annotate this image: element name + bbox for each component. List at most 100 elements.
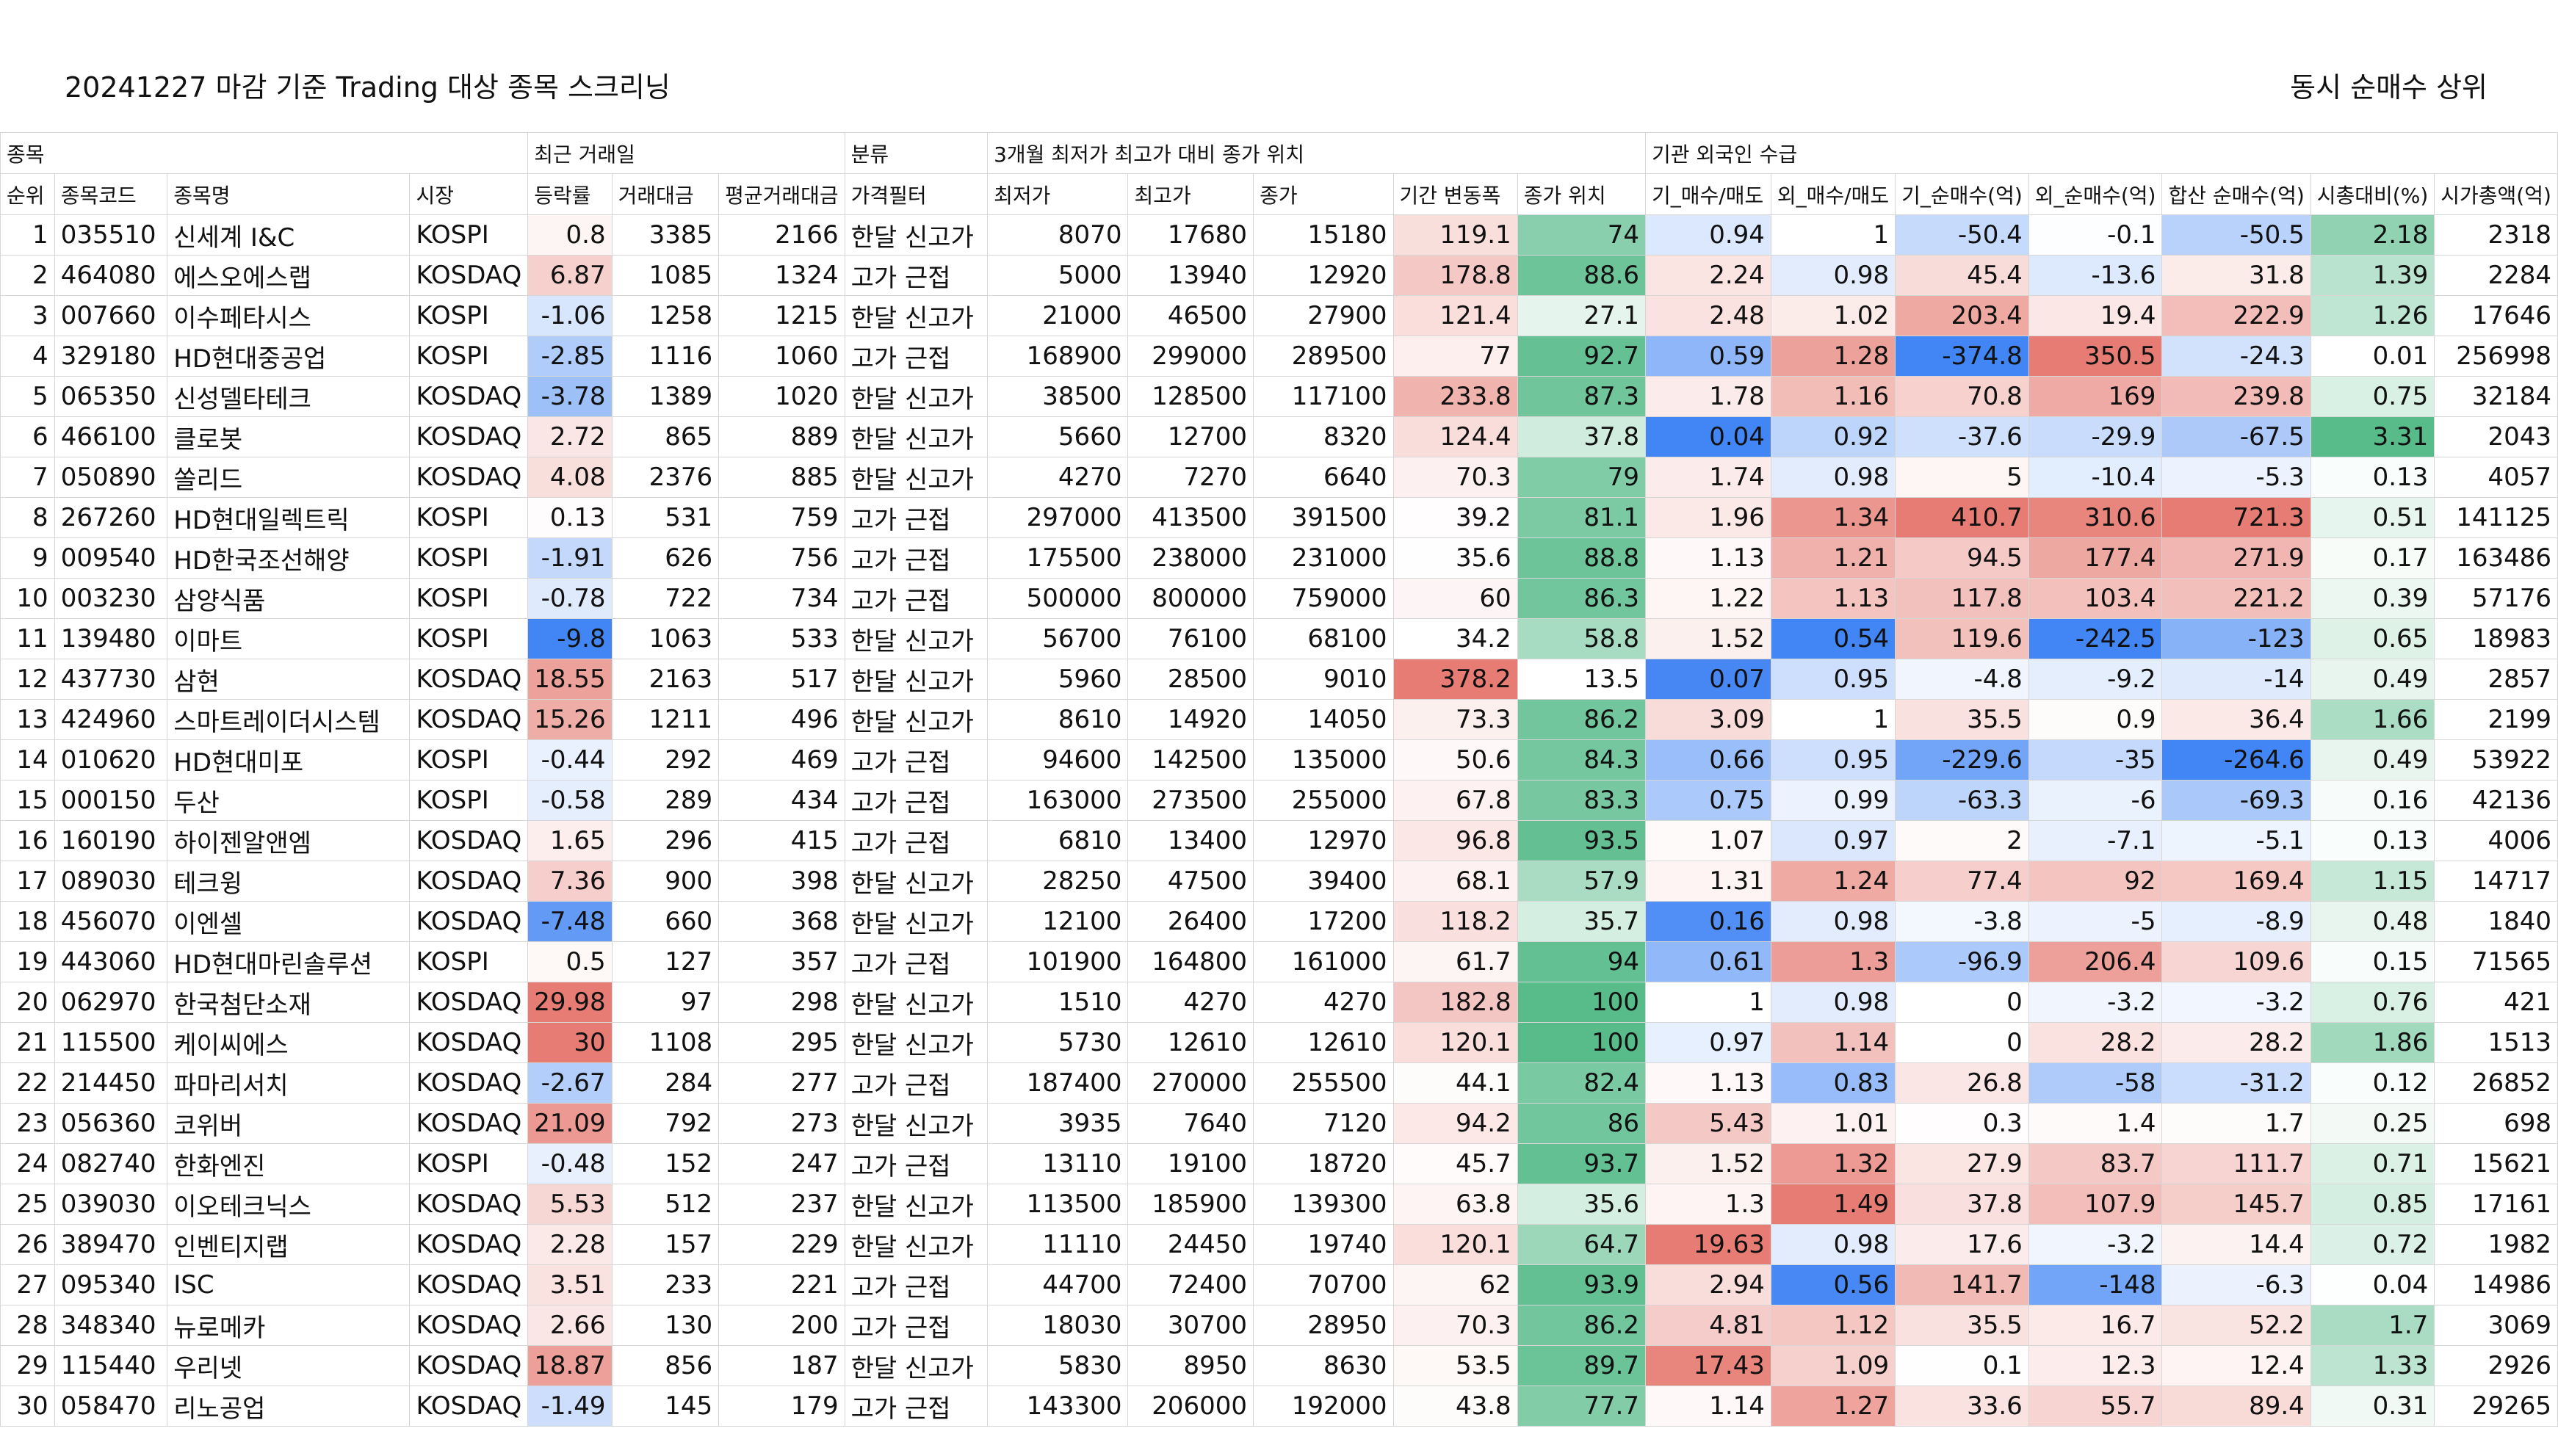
cell-합산 순매수(억): -67.5: [2161, 416, 2311, 457]
cell-종목코드: 267260: [54, 497, 168, 538]
cell-기_매수/매도: 1.52: [1645, 1143, 1771, 1184]
cell-기간 변동폭: 77: [1392, 336, 1518, 377]
cell-종목코드: 056360: [54, 1103, 168, 1144]
cell-종목코드: 389470: [54, 1224, 168, 1265]
cell-가격필터: 한달 신고가: [844, 699, 989, 740]
column-header-10: 종가: [1253, 173, 1394, 215]
cell-시가총액(억): 26852: [2434, 1062, 2558, 1104]
cell-기간 변동폭: 60: [1392, 578, 1518, 619]
cell-거래대금: 900: [611, 861, 720, 902]
cell-외_매수/매도: 1.21: [1770, 537, 1896, 579]
cell-종가 위치: 64.7: [1517, 1224, 1647, 1265]
cell-기_매수/매도: 1.14: [1645, 1386, 1771, 1427]
cell-기간 변동폭: 70.3: [1392, 1305, 1518, 1346]
cell-외_매수/매도: 1.16: [1770, 376, 1896, 417]
cell-거래대금: 1389: [611, 376, 720, 417]
cell-거래대금: 1085: [611, 255, 720, 296]
cell-종가 위치: 58.8: [1517, 618, 1647, 659]
table-row: 7 050890 쏠리드 KOSDAQ 4.08 2376 885 한달 신고가 4270 727…: [0, 457, 2558, 498]
cell-기_매수/매도: 2.94: [1645, 1264, 1771, 1305]
cell-합산 순매수(억): 28.2: [2161, 1022, 2311, 1063]
cell-거래대금: 152: [611, 1143, 720, 1184]
table-row: 2 464080 에스오에스랩 KOSDAQ 6.87 1085 1324 고가 근접 5000…: [0, 255, 2558, 296]
cell-시총대비(%): 0.04: [2310, 1264, 2435, 1305]
cell-평균거래대금: 759: [718, 497, 845, 538]
cell-시장: KOSPI: [409, 295, 529, 336]
cell-평균거래대금: 1020: [718, 376, 845, 417]
cell-시총대비(%): 0.39: [2310, 578, 2435, 619]
cell-등락률: 5.53: [527, 1184, 613, 1225]
table-row: 9 009540 HD한국조선해양 KOSPI -1.91 626 756 고가 근접 1755…: [0, 537, 2558, 579]
cell-외_순매수(억): 206.4: [2028, 941, 2163, 982]
cell-거래대금: 233: [611, 1264, 720, 1305]
cell-시가총액(억): 4057: [2434, 457, 2558, 498]
cell-가격필터: 한달 신고가: [844, 861, 989, 902]
cell-합산 순매수(억): 721.3: [2161, 497, 2311, 538]
table-row: 13 424960 스마트레이더시스템 KOSDAQ 15.26 1211 496 한달 신고…: [0, 699, 2558, 740]
cell-평균거래대금: 295: [718, 1022, 845, 1063]
cell-시장: KOSDAQ: [409, 1264, 529, 1305]
cell-시장: KOSDAQ: [409, 982, 529, 1023]
cell-시총대비(%): 0.71: [2310, 1143, 2435, 1184]
cell-순위: 28: [0, 1305, 55, 1346]
table-row: 24 082740 한화엔진 KOSPI -0.48 152 247 고가 근접 13110 19…: [0, 1143, 2558, 1184]
cell-종목코드: 089030: [54, 861, 168, 902]
cell-시장: KOSDAQ: [409, 1386, 529, 1427]
table-row: 27 095340 ISC KOSDAQ 3.51 233 221 고가 근접 44700 724…: [0, 1264, 2558, 1305]
cell-종가: 6640: [1253, 457, 1394, 498]
cell-기_매수/매도: 2.48: [1645, 295, 1771, 336]
cell-종가: 28950: [1253, 1305, 1394, 1346]
cell-순위: 3: [0, 295, 55, 336]
cell-외_순매수(억): -3.2: [2028, 982, 2163, 1023]
cell-기_순매수(억): 70.8: [1895, 376, 2029, 417]
table-row: 15 000150 두산 KOSPI -0.58 289 434 고가 근접 163000 273…: [0, 780, 2558, 821]
cell-가격필터: 고가 근접: [844, 739, 989, 780]
cell-외_매수/매도: 0.98: [1770, 1224, 1896, 1265]
cell-시장: KOSPI: [409, 618, 529, 659]
cell-시장: KOSDAQ: [409, 901, 529, 942]
cell-외_순매수(억): 19.4: [2028, 295, 2163, 336]
cell-종목코드: 456070: [54, 901, 168, 942]
cell-종가 위치: 83.3: [1517, 780, 1647, 821]
cell-최저가: 5830: [987, 1345, 1129, 1386]
cell-기_매수/매도: 0.97: [1645, 1022, 1771, 1063]
cell-기_순매수(억): -374.8: [1895, 336, 2029, 377]
column-header-15: 기_순매수(억): [1895, 173, 2029, 215]
cell-합산 순매수(억): 169.4: [2161, 861, 2311, 902]
cell-평균거래대금: 273: [718, 1103, 845, 1144]
cell-종목코드: 065350: [54, 376, 168, 417]
cell-등락률: -7.48: [527, 901, 613, 942]
cell-최저가: 5660: [987, 416, 1129, 457]
cell-외_매수/매도: 0.97: [1770, 820, 1896, 861]
cell-기간 변동폭: 68.1: [1392, 861, 1518, 902]
cell-종목코드: 443060: [54, 941, 168, 982]
cell-합산 순매수(억): 12.4: [2161, 1345, 2311, 1386]
cell-종목명: 한국첨단소재: [167, 982, 411, 1023]
cell-시가총액(억): 2857: [2434, 659, 2558, 700]
cell-최고가: 270000: [1127, 1062, 1254, 1104]
cell-종가: 18720: [1253, 1143, 1394, 1184]
cell-종목명: 에스오에스랩: [167, 255, 411, 296]
cell-종가 위치: 89.7: [1517, 1345, 1647, 1386]
cell-평균거래대금: 469: [718, 739, 845, 780]
cell-종가: 255000: [1253, 780, 1394, 821]
cell-순위: 13: [0, 699, 55, 740]
cell-종목명: 한화엔진: [167, 1143, 411, 1184]
cell-외_순매수(억): -7.1: [2028, 820, 2163, 861]
cell-거래대금: 1108: [611, 1022, 720, 1063]
table-row: 22 214450 파마리서치 KOSDAQ -2.67 284 277 고가 근접 18740…: [0, 1062, 2558, 1104]
table-row: 29 115440 우리넷 KOSDAQ 18.87 856 187 한달 신고가 5830 89…: [0, 1345, 2558, 1386]
cell-시가총액(억): 17646: [2434, 295, 2558, 336]
cell-외_매수/매도: 1.01: [1770, 1103, 1896, 1144]
cell-거래대금: 2376: [611, 457, 720, 498]
cell-최저가: 18030: [987, 1305, 1129, 1346]
cell-합산 순매수(억): -31.2: [2161, 1062, 2311, 1104]
cell-거래대금: 1211: [611, 699, 720, 740]
cell-가격필터: 고가 근접: [844, 537, 989, 579]
table-row: 6 466100 클로봇 KOSDAQ 2.72 865 889 한달 신고가 5660 1270…: [0, 416, 2558, 457]
cell-종가 위치: 74: [1517, 214, 1647, 256]
cell-순위: 2: [0, 255, 55, 296]
cell-합산 순매수(억): -5.3: [2161, 457, 2311, 498]
cell-최저가: 3935: [987, 1103, 1129, 1144]
cell-최저가: 38500: [987, 376, 1129, 417]
